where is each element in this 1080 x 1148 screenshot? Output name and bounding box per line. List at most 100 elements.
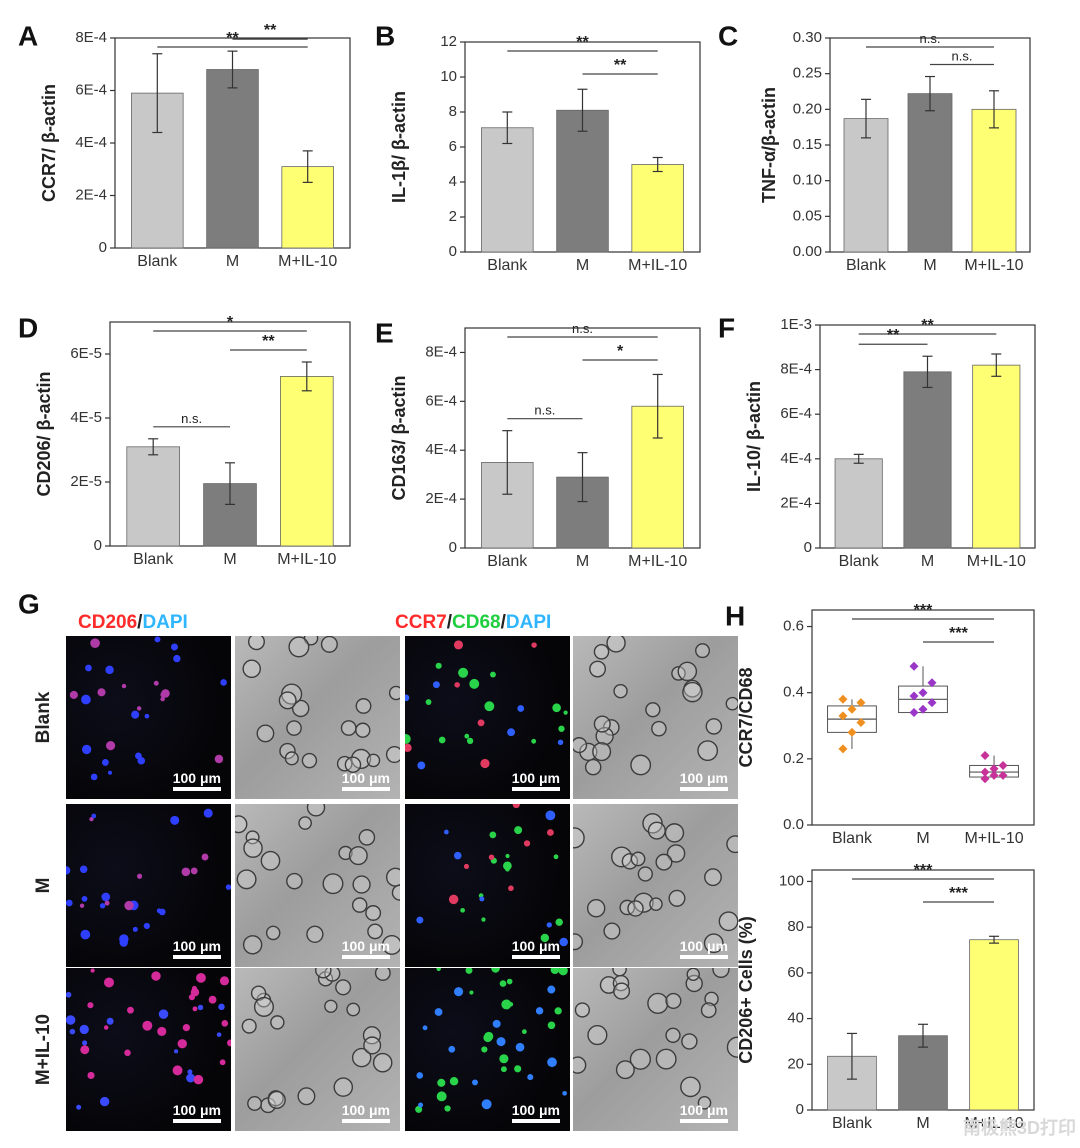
scale-bar-line bbox=[511, 955, 560, 959]
data-point-h-blank bbox=[838, 694, 848, 704]
panel-letter-c: C bbox=[718, 20, 738, 51]
y-tick-label-i: 60 bbox=[787, 964, 804, 981]
micrograph-image bbox=[573, 968, 738, 1110]
micrograph-image bbox=[416, 804, 568, 947]
row-label-1: Blank bbox=[33, 691, 54, 743]
y-tick-label-a: 0 bbox=[99, 239, 107, 256]
micrograph-image bbox=[415, 968, 568, 1113]
y-tick-label-f: 8E-4 bbox=[780, 361, 812, 378]
scale-bar: 100 μm bbox=[512, 1102, 560, 1123]
scale-bar: 100 μm bbox=[173, 938, 221, 959]
scale-bar-label: 100 μm bbox=[511, 770, 560, 786]
y-axis-label-f: IL-10/ β-actin bbox=[744, 381, 764, 492]
y-tick-label-e: 8E-4 bbox=[425, 343, 457, 360]
panel-g-header-2: CCR7/CD68/DAPI bbox=[395, 612, 551, 633]
x-tick-label-h: Blank bbox=[832, 830, 873, 847]
data-point-h-m bbox=[927, 698, 937, 708]
micrograph-ccr7-cd68-fluorescence-mil10: 100 μm bbox=[405, 968, 570, 1131]
x-tick-label-e: M+IL-10 bbox=[628, 553, 687, 570]
bar-d-blank bbox=[126, 446, 181, 547]
bar-c-m bbox=[907, 93, 953, 253]
y-tick-label-f: 2E-4 bbox=[780, 494, 812, 511]
y-tick-label-i: 20 bbox=[787, 1055, 804, 1072]
header-segment: DAPI bbox=[506, 612, 551, 633]
significance-label-d: * bbox=[227, 314, 234, 331]
header-segment: CD206 bbox=[78, 612, 137, 633]
scale-bar-line bbox=[341, 1119, 390, 1123]
panel-letter-b: B bbox=[375, 20, 395, 51]
bar-b-mil10 bbox=[631, 164, 684, 253]
scale-bar-label: 100 μm bbox=[679, 770, 728, 786]
micrograph-cd206-phase-contrast-mil10: 100 μm bbox=[235, 968, 400, 1131]
scale-bar-label: 100 μm bbox=[172, 938, 221, 954]
y-tick-label-a: 6E-4 bbox=[75, 81, 107, 98]
data-point-h-mil10 bbox=[989, 770, 999, 780]
significance-label-b: ** bbox=[614, 57, 627, 74]
scale-bar: 100 μm bbox=[512, 770, 560, 791]
scale-bar-line bbox=[679, 955, 728, 959]
panel-letter-d: D bbox=[18, 312, 38, 343]
scale-bar: 100 μm bbox=[173, 770, 221, 791]
micrograph-ccr7-cd68-phase-contrast-m: 100 μm bbox=[573, 804, 738, 967]
scale-bar-label: 100 μm bbox=[341, 770, 390, 786]
y-tick-label-b: 8 bbox=[449, 103, 457, 120]
y-tick-label-a: 4E-4 bbox=[75, 134, 107, 151]
x-tick-label-h: M bbox=[916, 830, 929, 847]
y-tick-label-c: 0.15 bbox=[793, 136, 822, 153]
scale-bar: 100 μm bbox=[680, 938, 728, 959]
data-point-h-m bbox=[909, 691, 919, 701]
panel-letter-g: G bbox=[18, 588, 40, 619]
y-axis-label-b: IL-1β/ β-actin bbox=[389, 91, 409, 203]
scale-bar-label: 100 μm bbox=[341, 938, 390, 954]
panel-letter-e: E bbox=[375, 317, 394, 348]
bar-c-mil10 bbox=[971, 108, 1017, 253]
y-tick-label-d: 6E-5 bbox=[70, 345, 102, 362]
chart-panel-h: H 0.0 0.2 0.4 0.6 CCR7/CD68 Blank M M+IL-10 *** **… bbox=[725, 600, 1035, 847]
micrograph-image bbox=[573, 636, 738, 776]
scale-bar: 100 μm bbox=[680, 1102, 728, 1123]
x-tick-label-b: M+IL-10 bbox=[628, 257, 687, 274]
y-tick-label-a: 8E-4 bbox=[75, 29, 107, 46]
significance-label-a: ** bbox=[226, 30, 239, 47]
scale-bar-line bbox=[172, 787, 221, 791]
data-point-h-m bbox=[927, 678, 937, 688]
x-tick-label-e: M bbox=[576, 553, 589, 570]
x-tick-label-c: Blank bbox=[846, 257, 887, 274]
x-tick-label-h: M+IL-10 bbox=[964, 830, 1023, 847]
bar-b-m bbox=[556, 109, 609, 253]
y-tick-label-c: 0.25 bbox=[793, 65, 822, 82]
scale-bar-label: 100 μm bbox=[341, 1102, 390, 1118]
bar-a-m bbox=[206, 69, 259, 249]
y-tick-label-b: 2 bbox=[449, 208, 457, 225]
panel-letter-f: F bbox=[718, 312, 735, 343]
scale-bar-line bbox=[341, 955, 390, 959]
data-point-h-m bbox=[918, 688, 928, 698]
x-tick-label-f: M bbox=[921, 553, 934, 570]
data-point-h-blank bbox=[847, 727, 857, 737]
significance-label-c: n.s. bbox=[952, 49, 973, 64]
chart-panel-e: E 0 2E-4 4E-4 6E-4 8E-4 CD163/ β-actin Blank M M+… bbox=[375, 317, 701, 570]
data-point-h-mil10 bbox=[980, 751, 990, 761]
significance-label-i: *** bbox=[949, 885, 968, 902]
scale-bar-line bbox=[511, 787, 560, 791]
scale-bar: 100 μm bbox=[512, 938, 560, 959]
bar-i-m bbox=[898, 1035, 948, 1111]
y-tick-label-d: 0 bbox=[94, 537, 102, 554]
y-tick-label-h: 0.4 bbox=[783, 684, 804, 701]
data-point-h-blank bbox=[847, 704, 857, 714]
y-axis-label-a: CCR7/ β-actin bbox=[39, 84, 59, 202]
plot-frame-h bbox=[811, 609, 1035, 826]
row-label-3: M+IL-10 bbox=[33, 1014, 54, 1085]
micrograph-image bbox=[241, 968, 393, 1114]
panel-g-header-1: CD206/DAPI bbox=[78, 612, 188, 633]
significance-label-e: * bbox=[617, 343, 624, 360]
y-tick-label-b: 6 bbox=[449, 138, 457, 155]
data-point-h-mil10 bbox=[980, 767, 990, 777]
micrograph-ccr7-cd68-fluorescence-blank: 100 μm bbox=[405, 636, 570, 799]
data-point-h-blank bbox=[838, 744, 848, 754]
scale-bar: 100 μm bbox=[173, 1102, 221, 1123]
x-tick-label-d: M bbox=[223, 551, 236, 568]
header-segment: DAPI bbox=[142, 612, 187, 633]
y-axis-label-h: CCR7/CD68 bbox=[736, 667, 756, 767]
x-tick-label-f: Blank bbox=[839, 553, 880, 570]
